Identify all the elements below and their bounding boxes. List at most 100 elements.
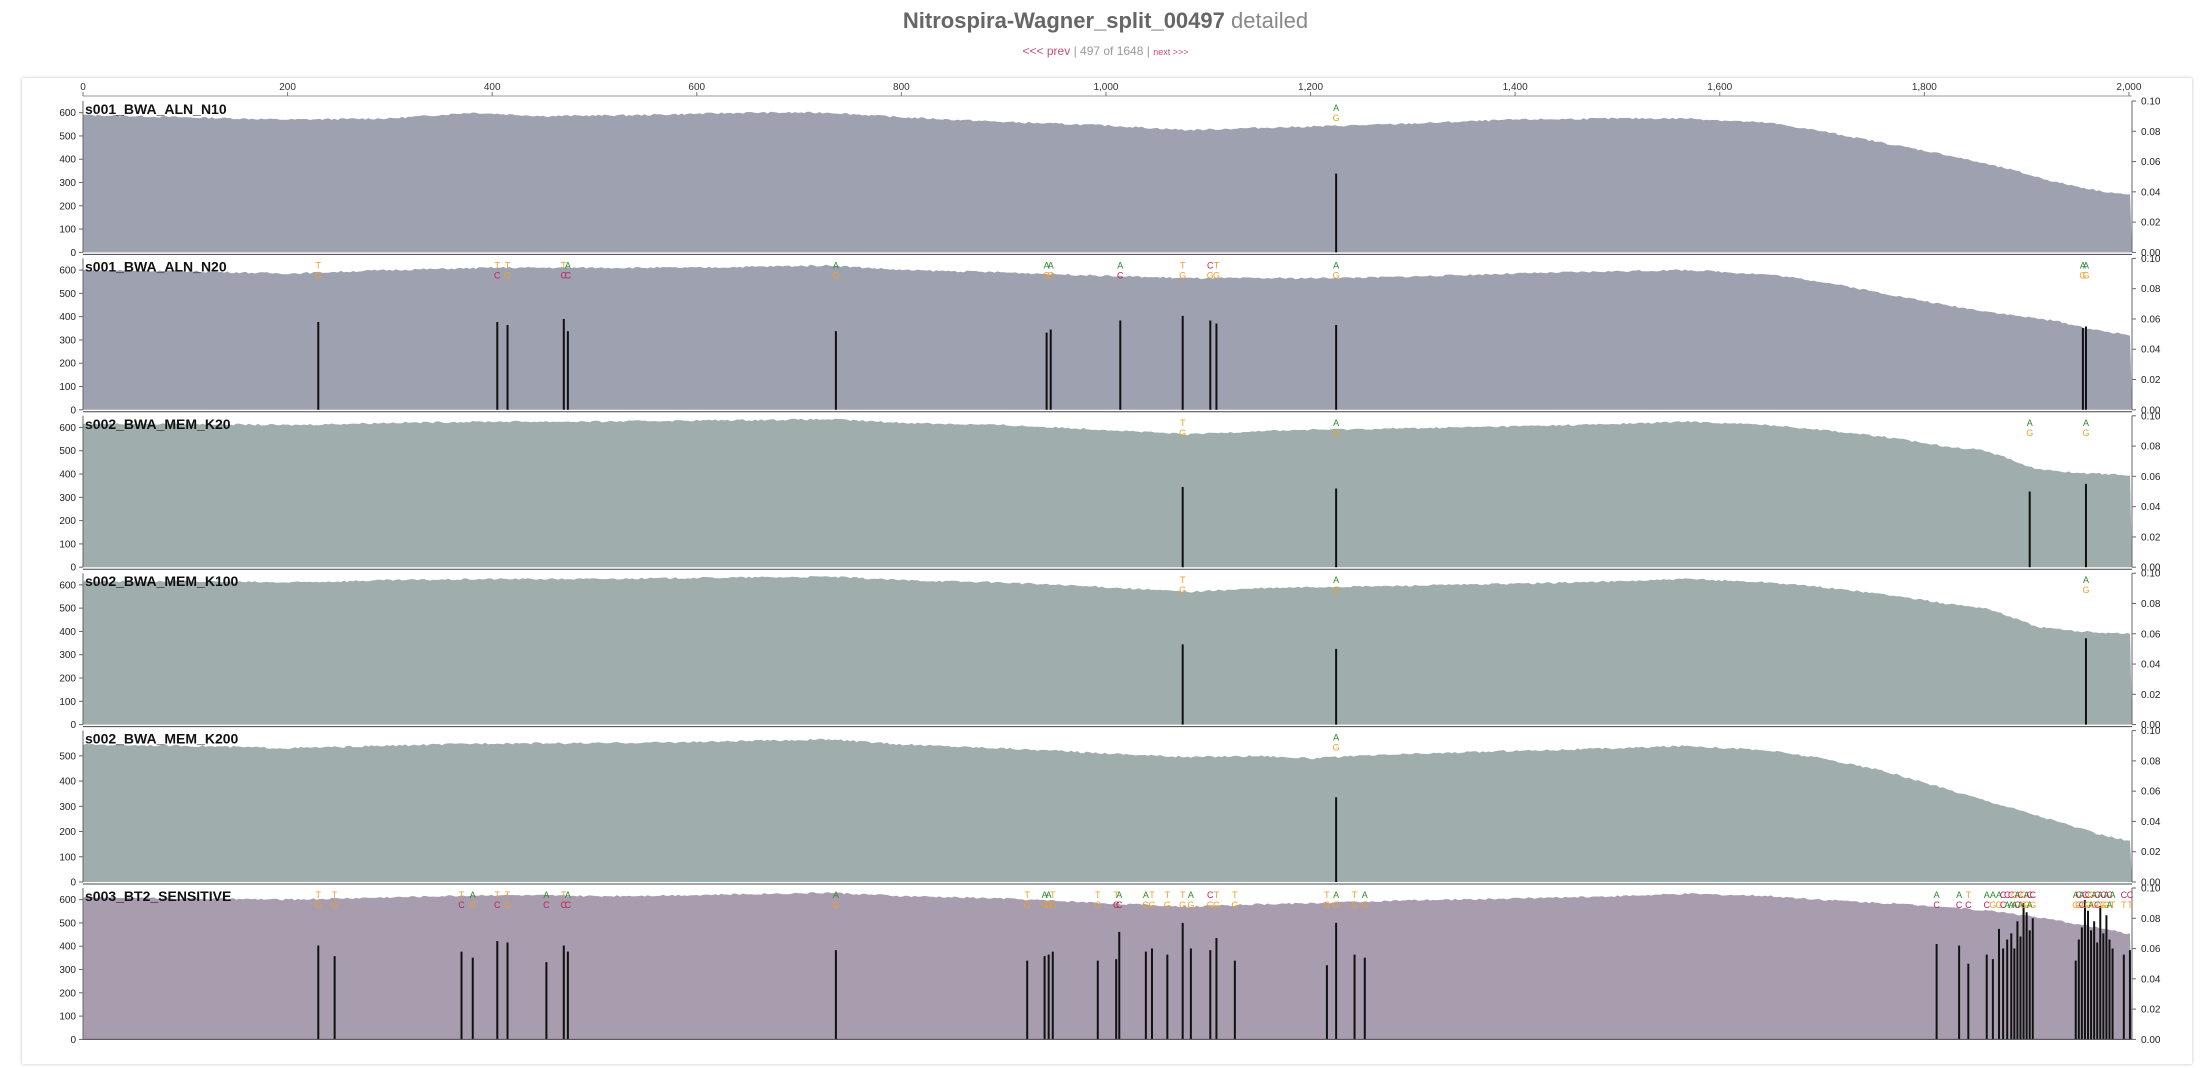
coverage-area bbox=[83, 111, 2132, 253]
right-axis-tick-label: 0.10 bbox=[2141, 411, 2161, 422]
left-axis-tick-label: 500 bbox=[59, 918, 76, 929]
snp-bottom-allele-label: T bbox=[2121, 900, 2127, 910]
snp-bottom-allele-label: A bbox=[2106, 900, 2112, 910]
snp-bottom-allele-label: G bbox=[315, 270, 322, 280]
left-axis-tick-label: 500 bbox=[59, 604, 76, 615]
snp-bottom-allele-label: G bbox=[331, 900, 338, 910]
snp-bottom-allele-label: G bbox=[1333, 113, 1340, 123]
left-axis-tick-label: 300 bbox=[59, 178, 76, 189]
snp-bottom-allele-label: G bbox=[2103, 900, 2110, 910]
snp-top-allele-label: C bbox=[2121, 890, 2128, 900]
snp-top-allele-label: C bbox=[2008, 890, 2015, 900]
left-axis-tick-label: 400 bbox=[59, 777, 76, 788]
snp-bottom-allele-label: G bbox=[1333, 270, 1340, 280]
snp-bottom-allele-label: C bbox=[458, 900, 465, 910]
right-axis-tick-label: 0.08 bbox=[2141, 914, 2161, 925]
snp-top-allele-label: A bbox=[1990, 890, 1996, 900]
right-axis-tick-label: 0.08 bbox=[2141, 284, 2161, 295]
right-axis-tick-label: 0.04 bbox=[2141, 660, 2161, 671]
right-axis-tick-label: 0.06 bbox=[2141, 787, 2161, 798]
snp-top-allele-label: A bbox=[1048, 260, 1054, 270]
snp-top-allele-label: A bbox=[833, 890, 839, 900]
right-axis-tick-label: 0.00 bbox=[2141, 248, 2161, 259]
view-mode-label: detailed bbox=[1231, 8, 1309, 33]
prev-link[interactable]: <<< prev bbox=[1022, 44, 1071, 58]
snp-top-allele-label: A bbox=[2027, 418, 2033, 428]
left-axis-tick-label: 100 bbox=[59, 1012, 76, 1023]
snp-top-allele-label: A bbox=[2110, 890, 2116, 900]
snp-top-allele-label: T bbox=[495, 890, 501, 900]
snp-bottom-allele-label: C bbox=[1956, 900, 1963, 910]
snp-bottom-allele-label: G bbox=[504, 270, 511, 280]
snp-bottom-allele-label: G bbox=[2082, 428, 2089, 438]
left-axis-tick-label: 0 bbox=[70, 720, 76, 731]
left-axis-tick-label: 300 bbox=[59, 493, 76, 504]
next-link[interactable]: next >>> bbox=[1153, 47, 1189, 57]
snp-bottom-allele-label: G bbox=[1323, 900, 1330, 910]
snp-bottom-allele-label: G bbox=[2085, 900, 2092, 910]
x-axis-tick-label: 1,000 bbox=[1093, 82, 1118, 93]
coverage-chart-panel: 0 200 400 600 800 1,000 1,200 1,400 1,600 1,800 2,… bbox=[22, 78, 2192, 1064]
right-axis-tick-label: 0.02 bbox=[2141, 218, 2161, 229]
snp-top-allele-label: T bbox=[1180, 575, 1186, 585]
snp-top-allele-label: T bbox=[316, 260, 322, 270]
snp-top-allele-label: C bbox=[2127, 890, 2134, 900]
left-axis-tick-label: 100 bbox=[59, 852, 76, 863]
x-axis-tick-label: 1,600 bbox=[1707, 82, 1732, 93]
snp-top-allele-label: C bbox=[2076, 890, 2083, 900]
right-axis-tick-label: 0.02 bbox=[2141, 375, 2161, 386]
snp-top-allele-label: A bbox=[1042, 890, 1048, 900]
snp-bottom-allele-label: C bbox=[565, 270, 572, 280]
snp-bottom-allele-label: G bbox=[1361, 900, 1368, 910]
snp-bottom-allele-label: G bbox=[1179, 270, 1186, 280]
snp-top-allele-label: A bbox=[2097, 890, 2103, 900]
snp-bottom-allele-label: G bbox=[1047, 270, 1054, 280]
coverage-chart: 0 200 400 600 800 1,000 1,200 1,400 1,600 1,800 2,… bbox=[59, 82, 2161, 1046]
snp-top-allele-label: A bbox=[1956, 890, 1962, 900]
snp-top-allele-label: T bbox=[505, 890, 511, 900]
snp-bottom-allele-label: C bbox=[2000, 900, 2007, 910]
snp-top-allele-label: T bbox=[1214, 890, 1220, 900]
right-axis-tick-label: 0.00 bbox=[2141, 405, 2161, 416]
snp-bottom-allele-label: A bbox=[2027, 900, 2033, 910]
snp-top-allele-label: C bbox=[2094, 890, 2101, 900]
snp-top-allele-label: T bbox=[1165, 890, 1171, 900]
snp-bottom-allele-label: T bbox=[2127, 900, 2133, 910]
snp-bottom-allele-label: C bbox=[494, 270, 501, 280]
track-name: s002_BWA_MEM_K100 bbox=[85, 573, 239, 589]
snp-bottom-allele-label: C bbox=[543, 900, 550, 910]
snp-top-allele-label: T bbox=[459, 890, 465, 900]
left-axis-tick-label: 400 bbox=[59, 627, 76, 638]
snp-top-allele-label: A bbox=[1333, 575, 1339, 585]
right-axis-tick-label: 0.02 bbox=[2141, 532, 2161, 543]
snp-top-allele-label: G bbox=[2020, 890, 2027, 900]
snp-top-allele-label: T bbox=[561, 890, 567, 900]
right-axis-tick-label: 0.06 bbox=[2141, 944, 2161, 955]
pager-position: | 497 of 1648 | bbox=[1073, 44, 1150, 58]
left-axis-tick-label: 600 bbox=[59, 266, 76, 277]
snp-top-allele-label: C bbox=[1207, 260, 1214, 270]
snp-bottom-allele-label: G bbox=[2075, 900, 2082, 910]
track-name: s001_BWA_ALN_N20 bbox=[85, 258, 227, 274]
snp-bottom-allele-label: G bbox=[1142, 900, 1149, 910]
snp-bottom-allele-label: G bbox=[1213, 900, 1220, 910]
snp-bottom-allele-label: G bbox=[2082, 270, 2089, 280]
snp-bottom-allele-label: G bbox=[1333, 428, 1340, 438]
snp-bottom-allele-label: G bbox=[1213, 270, 1220, 280]
snp-top-allele-label: C bbox=[2000, 890, 2007, 900]
snp-bottom-allele-label: G bbox=[2029, 900, 2036, 910]
snp-top-allele-label: A bbox=[543, 890, 549, 900]
snp-bottom-allele-label: A bbox=[2011, 900, 2017, 910]
right-axis-tick-label: 0.02 bbox=[2141, 847, 2161, 858]
right-axis-tick-label: 0.06 bbox=[2141, 629, 2161, 640]
left-axis-tick-label: 200 bbox=[59, 827, 76, 838]
snp-bottom-allele-label: C bbox=[1116, 900, 1123, 910]
snp-top-allele-label: A bbox=[1984, 890, 1990, 900]
snp-bottom-allele-label: C bbox=[1117, 270, 1124, 280]
left-axis-tick-label: 400 bbox=[59, 312, 76, 323]
left-axis-tick-label: 400 bbox=[59, 470, 76, 481]
snp-top-allele-label: A bbox=[2091, 890, 2097, 900]
snp-top-allele-label: C bbox=[2004, 890, 2011, 900]
snp-bottom-allele-label: G bbox=[1989, 900, 1996, 910]
genome-name: Nitrospira-Wagner_split_00497 bbox=[902, 8, 1225, 33]
